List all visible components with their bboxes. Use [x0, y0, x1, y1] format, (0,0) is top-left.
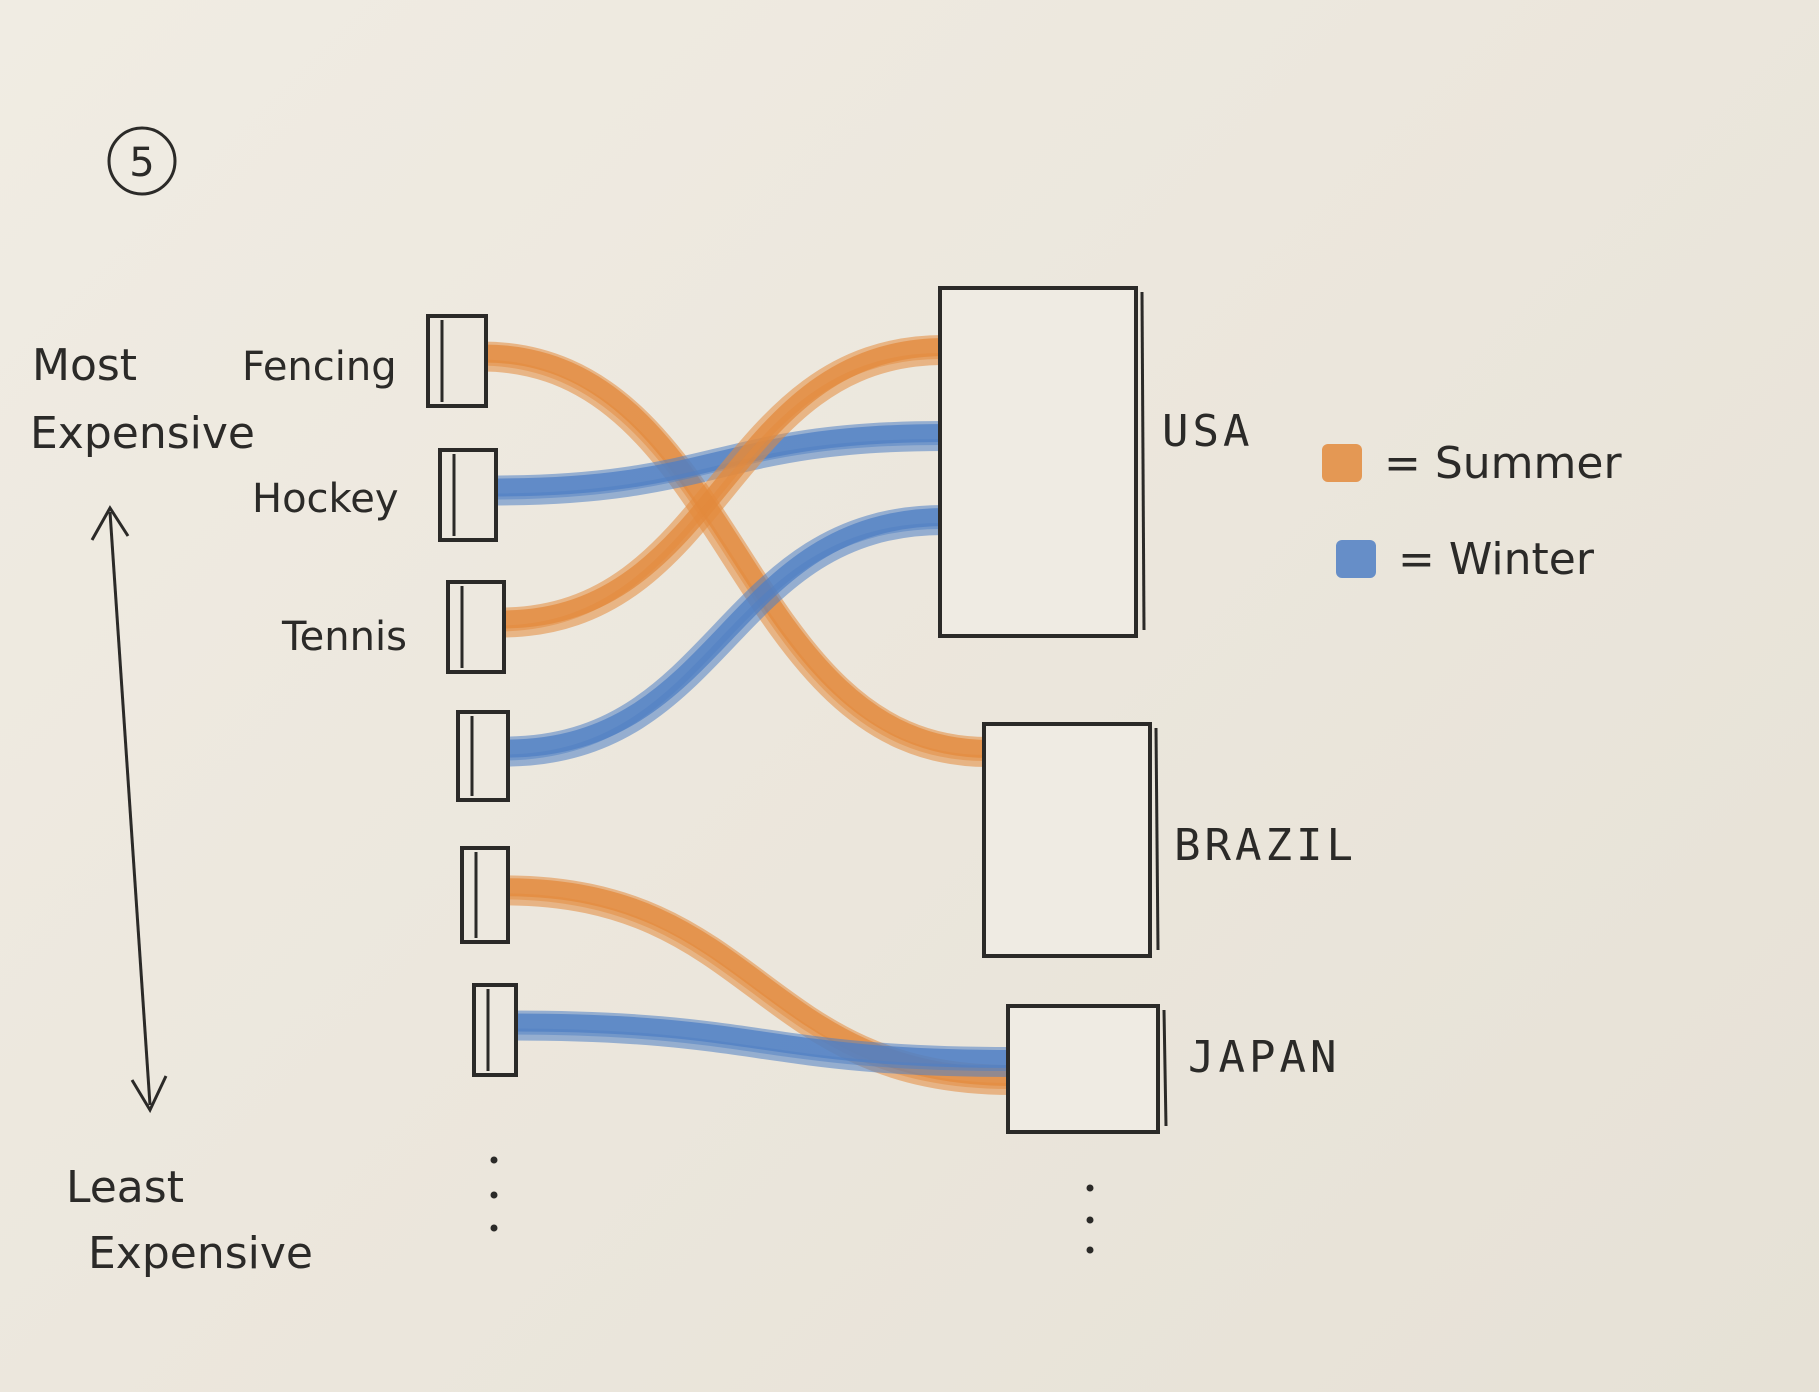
legend-label-summer: = Summer: [1384, 438, 1622, 489]
axis-bottom-label-line2: Expensive: [88, 1228, 313, 1279]
legend-swatch-winter: [1336, 540, 1376, 578]
sport-label-1: Fencing: [242, 344, 397, 390]
axis-double-arrow: [90, 505, 168, 1114]
page-number-badge: 5: [107, 126, 177, 196]
flow-winter-1: [477, 421, 959, 506]
sport-box-5: [460, 846, 510, 944]
country-box-3: [1006, 1004, 1168, 1134]
country-label-3: JAPAN: [1188, 1032, 1340, 1083]
page-number: 5: [129, 140, 154, 186]
flow-summer-2: [485, 335, 959, 638]
sport-box-6: [472, 983, 518, 1077]
country-box-2: [982, 722, 1160, 958]
country-label-1: USA: [1162, 406, 1253, 457]
flow-layer: [467, 335, 1027, 1095]
legend-label-winter: = Winter: [1398, 534, 1595, 585]
legend: = Summer = Winter: [1322, 438, 1622, 585]
sport-continuation-dots: [490, 1156, 498, 1232]
country-continuation-dots: [1086, 1184, 1094, 1254]
legend-item-summer: = Summer: [1322, 438, 1622, 489]
country-label-2: BRAZIL: [1174, 820, 1357, 871]
sport-box-4: [456, 710, 510, 802]
legend-swatch-summer: [1322, 444, 1362, 482]
sport-label-3: Tennis: [281, 614, 407, 660]
axis-top-label-line2: Expensive: [30, 408, 255, 459]
sport-box-2: [438, 448, 498, 542]
axis-top-label-line1: Most: [32, 340, 137, 391]
country-column: USA BRAZIL JAPAN: [938, 286, 1357, 1134]
sport-column: Fencing Hockey Tennis: [242, 314, 518, 1077]
flow-winter-5: [497, 1010, 1027, 1077]
flow-summer-0: [467, 341, 1003, 767]
legend-item-winter: = Winter: [1336, 534, 1595, 585]
axis-bottom-label-line1: Least: [66, 1162, 184, 1213]
country-box-1: [938, 286, 1146, 638]
sport-box-3: [446, 580, 506, 674]
flow-winter-3: [489, 505, 959, 767]
sport-box-1: [426, 314, 488, 408]
sport-label-2: Hockey: [252, 476, 399, 522]
